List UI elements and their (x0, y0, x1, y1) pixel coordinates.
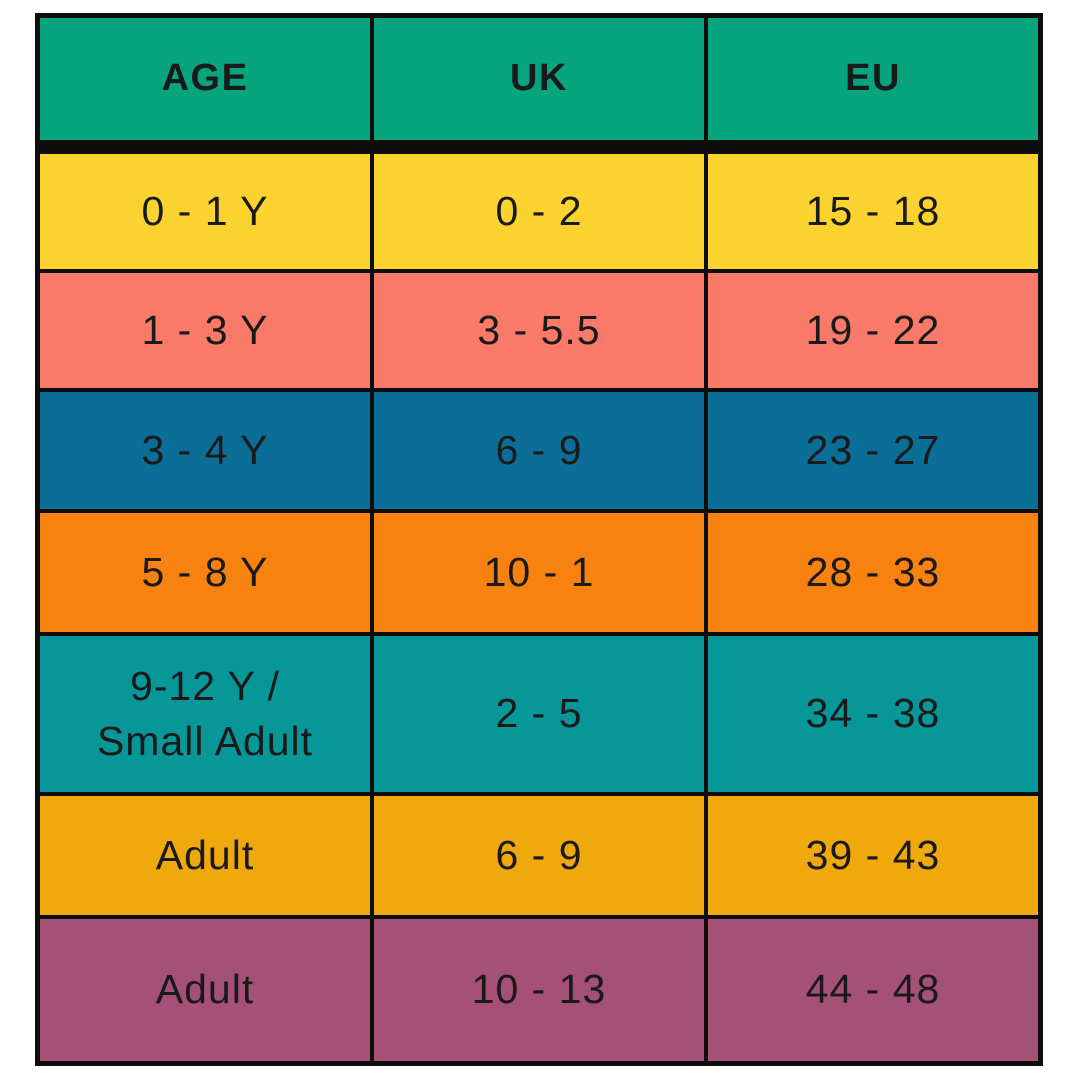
header-cell-eu: EU (708, 18, 1038, 140)
cell-age: 9-12 Y / Small Adult (40, 636, 370, 792)
cell-eu: 15 - 18 (708, 154, 1038, 269)
header-divider (40, 140, 1038, 150)
cell-uk: 3 - 5.5 (374, 273, 704, 388)
table-row: Adult 10 - 13 44 - 48 (40, 915, 1038, 1061)
cell-eu: 23 - 27 (708, 392, 1038, 509)
cell-age: 5 - 8 Y (40, 513, 370, 632)
cell-uk: 6 - 9 (374, 796, 704, 915)
table-row: Adult 6 - 9 39 - 43 (40, 792, 1038, 915)
cell-age: 0 - 1 Y (40, 154, 370, 269)
header-cell-age: AGE (40, 18, 370, 140)
table-row: 9-12 Y / Small Adult 2 - 5 34 - 38 (40, 632, 1038, 792)
header-row: AGE UK EU (40, 18, 1038, 140)
table-row: 0 - 1 Y 0 - 2 15 - 18 (40, 150, 1038, 269)
table-row: 5 - 8 Y 10 - 1 28 - 33 (40, 509, 1038, 632)
cell-eu: 28 - 33 (708, 513, 1038, 632)
cell-uk: 0 - 2 (374, 154, 704, 269)
cell-age: Adult (40, 796, 370, 915)
cell-eu: 34 - 38 (708, 636, 1038, 792)
cell-uk: 10 - 13 (374, 919, 704, 1061)
cell-uk: 10 - 1 (374, 513, 704, 632)
cell-age: 1 - 3 Y (40, 273, 370, 388)
cell-eu: 44 - 48 (708, 919, 1038, 1061)
cell-uk: 2 - 5 (374, 636, 704, 792)
cell-eu: 19 - 22 (708, 273, 1038, 388)
table-row: 1 - 3 Y 3 - 5.5 19 - 22 (40, 269, 1038, 388)
cell-uk: 6 - 9 (374, 392, 704, 509)
size-chart-table: AGE UK EU 0 - 1 Y 0 - 2 15 - 18 1 - 3 Y … (35, 13, 1043, 1066)
cell-age: 3 - 4 Y (40, 392, 370, 509)
cell-age: Adult (40, 919, 370, 1061)
cell-eu: 39 - 43 (708, 796, 1038, 915)
header-cell-uk: UK (374, 18, 704, 140)
table-row: 3 - 4 Y 6 - 9 23 - 27 (40, 388, 1038, 509)
